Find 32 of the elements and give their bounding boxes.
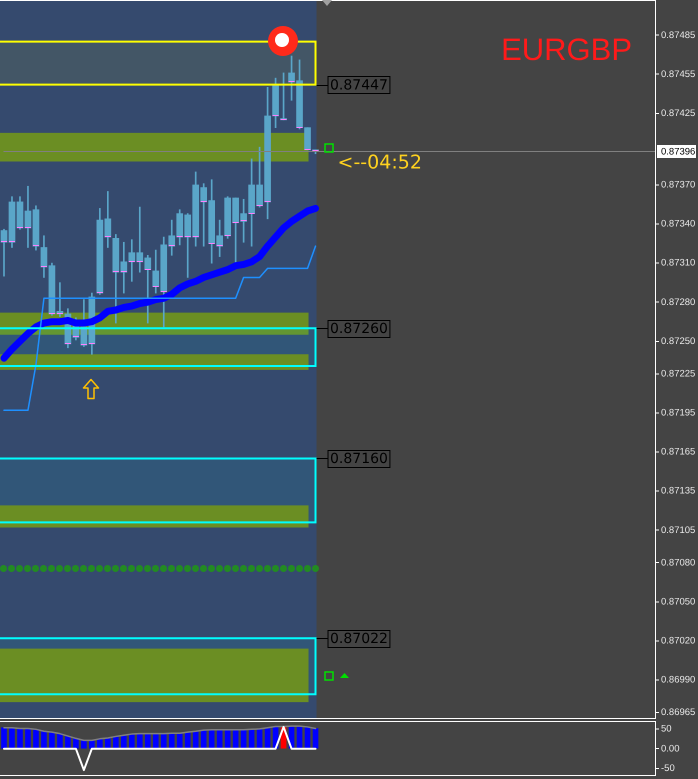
bar xyxy=(312,728,318,749)
y-tick-label: 0.86990 xyxy=(661,674,696,686)
ref-line-label: 0.87396 xyxy=(661,146,696,158)
y-tick-label: -50 xyxy=(661,763,675,774)
y-tick-label: 0.87080 xyxy=(661,557,696,568)
y-tick-label: 0.87280 xyxy=(661,296,696,308)
y-tick-label: 50 xyxy=(661,724,672,735)
band-label: 0.87160 xyxy=(330,451,388,468)
y-tick-label: 0.87455 xyxy=(661,68,696,80)
y-tick-label: 0.87225 xyxy=(661,368,696,380)
y-tick-label: 0.87105 xyxy=(661,524,696,536)
band-label: 0.87260 xyxy=(330,320,388,337)
band-label: 0.87022 xyxy=(330,630,388,647)
y-tick-label: 0.87135 xyxy=(661,486,696,497)
y-tick-label: 0.87250 xyxy=(661,336,696,347)
y-tick-label: 0.87370 xyxy=(661,180,696,191)
y-tick-label: 0.87165 xyxy=(661,446,696,458)
y-tick-label: 0.00 xyxy=(661,743,680,754)
band-label: 0.87447 xyxy=(330,77,388,94)
y-tick-label: 0.87020 xyxy=(661,635,696,646)
y-tick-label: 0.87485 xyxy=(661,30,696,41)
bar xyxy=(1,727,7,749)
bar xyxy=(9,727,15,749)
y-tick-label: 0.87425 xyxy=(661,108,696,119)
text: EURGBP xyxy=(501,32,632,67)
y-tick-label: 0.87050 xyxy=(661,596,696,608)
y-tick-label: 0.87195 xyxy=(661,408,696,419)
y-tick-label: 0.87310 xyxy=(661,258,696,269)
y-tick-label: 0.86965 xyxy=(661,707,696,718)
bar xyxy=(296,726,302,749)
annotation: <--04:52 xyxy=(338,152,422,174)
y-tick-label: 0.87340 xyxy=(661,218,696,230)
